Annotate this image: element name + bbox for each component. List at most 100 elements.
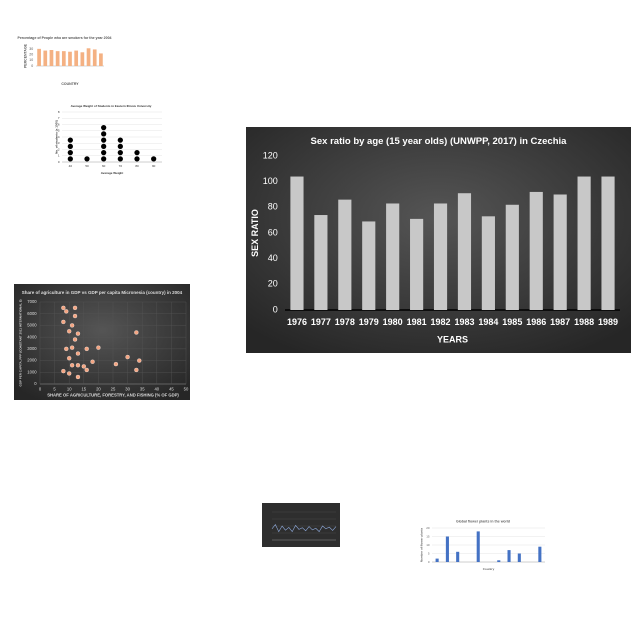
- point: [96, 345, 101, 350]
- y-tick-label: 15: [426, 534, 430, 538]
- bar: [55, 51, 60, 66]
- point: [61, 319, 66, 325]
- dot: [101, 125, 107, 131]
- point: [75, 363, 81, 368]
- y-tick-label: 1000: [27, 369, 37, 374]
- bar: [457, 193, 472, 310]
- bar: [601, 176, 615, 310]
- x-tick-label: 20: [96, 387, 101, 392]
- y-axis-label: Number of flower plants: [419, 528, 423, 563]
- point: [61, 305, 66, 311]
- point: [72, 313, 78, 319]
- y-tick-label: 0: [34, 381, 37, 386]
- bar: [99, 53, 103, 66]
- bar: [74, 50, 79, 66]
- bar: [410, 218, 424, 310]
- dot: [151, 156, 157, 162]
- y-tick-label: 0: [31, 64, 33, 68]
- point: [61, 368, 66, 374]
- chart: Percentage of People who are smokers for…: [18, 30, 112, 92]
- y-tick-label: 60: [268, 227, 278, 237]
- y-axis-label: SEX RATIO: [250, 209, 260, 257]
- dot: [117, 137, 123, 143]
- bar: [68, 51, 72, 66]
- chart-title: Sex ratio by age (15 year olds) (UNWPP, …: [311, 136, 568, 147]
- point: [134, 330, 139, 335]
- bar: [433, 203, 448, 310]
- bar: [338, 199, 352, 310]
- chart: Share of agriculture in GDP vs GDP per c…: [14, 284, 190, 400]
- point: [134, 367, 139, 373]
- bar: [61, 51, 66, 66]
- x-tick-label: 1989: [598, 317, 618, 327]
- y-axis-label: PERCENTAGE: [23, 43, 27, 68]
- point: [64, 309, 69, 314]
- bar: [505, 204, 519, 310]
- x-tick-label: 30: [125, 387, 130, 392]
- dot: [134, 156, 140, 162]
- bar: [435, 558, 439, 562]
- dot: [134, 150, 140, 156]
- bar: [37, 48, 41, 66]
- x-tick-label: 50: [85, 164, 89, 168]
- y-tick-label: 80: [268, 202, 278, 212]
- x-tick-label: 1988: [574, 317, 594, 327]
- dot: [117, 143, 123, 149]
- point: [64, 346, 69, 352]
- x-axis-label: SHARE OF AGRICULTURE, FORESTRY, AND FISH…: [47, 392, 179, 397]
- x-tick-label: 40: [154, 387, 159, 392]
- chart-title: Average Weight of Students in Eastern Il…: [71, 104, 152, 108]
- bar: [507, 550, 511, 562]
- x-axis-label: Country: [483, 567, 495, 571]
- y-tick-label: 3000: [27, 346, 37, 351]
- x-tick-label: 15: [81, 387, 86, 392]
- y-tick-label: 10: [426, 543, 430, 547]
- x-tick-label: 5: [53, 387, 56, 392]
- y-tick-label: 120: [263, 150, 278, 160]
- y-tick-label: 40: [268, 253, 278, 263]
- x-tick-label: 50: [184, 387, 189, 392]
- point: [69, 323, 75, 328]
- dot: [67, 150, 73, 156]
- y-tick-label: 5: [58, 129, 60, 133]
- y-tick-label: 30: [29, 47, 33, 51]
- bar: [517, 553, 521, 562]
- x-tick-label: 25: [111, 387, 116, 392]
- x-tick-label: 1986: [526, 317, 546, 327]
- x-tick-label: 70: [119, 164, 123, 168]
- dot: [101, 143, 107, 149]
- point: [72, 305, 78, 311]
- point: [75, 351, 81, 356]
- point: [125, 354, 130, 360]
- y-tick-label: 2: [58, 147, 60, 151]
- chart: Sex ratio by age (15 year olds) (UNWPP, …: [246, 127, 631, 353]
- y-tick-label: 0: [58, 160, 60, 164]
- y-tick-label: 7: [58, 116, 60, 120]
- x-tick-label: 0: [39, 387, 42, 392]
- x-tick-label: 35: [140, 387, 145, 392]
- y-axis-label: GDP PER CAPITA, PPP (CONSTANT 2011 INTER…: [18, 299, 22, 386]
- bar: [553, 194, 567, 310]
- bar: [481, 216, 495, 310]
- y-tick-label: 10: [29, 58, 33, 62]
- y-tick-label: 4: [58, 135, 60, 139]
- y-axis-label: No. of students (x 1000): [55, 120, 59, 154]
- bar: [456, 551, 460, 562]
- point: [75, 374, 81, 380]
- x-tick-label: 40: [69, 164, 73, 168]
- y-tick-label: 5000: [27, 323, 37, 328]
- dot: [101, 156, 107, 162]
- y-tick-label: 0: [428, 560, 430, 564]
- x-axis-label: YEARS: [437, 334, 468, 344]
- chart: Average Weight of Students in Eastern Il…: [55, 100, 167, 178]
- chart: [262, 503, 340, 547]
- point: [113, 361, 119, 367]
- x-tick-label: 1979: [359, 317, 379, 327]
- bar: [497, 560, 501, 562]
- x-tick-label: 1977: [311, 317, 331, 327]
- y-tick-label: 100: [263, 176, 278, 186]
- x-tick-label: 1981: [407, 317, 427, 327]
- dot: [117, 150, 123, 156]
- y-tick-label: 0: [273, 304, 278, 314]
